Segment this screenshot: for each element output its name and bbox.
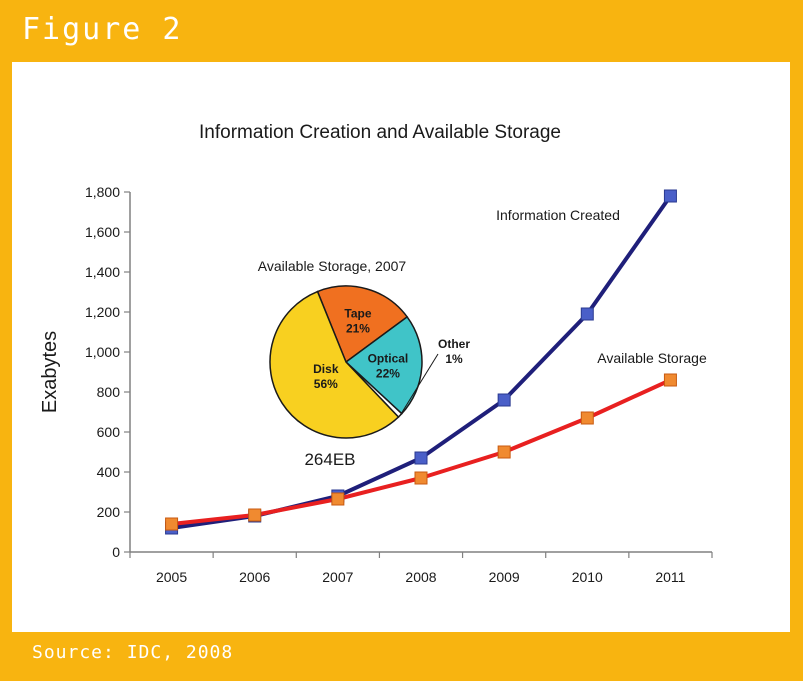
series-label-information-created: Information Created	[496, 207, 620, 223]
y-axis-label: Exabytes	[39, 331, 61, 413]
y-tick-label: 400	[97, 464, 121, 480]
marker-available-storage	[165, 517, 179, 531]
series-label-available-storage: Available Storage	[597, 350, 707, 366]
chart-svg: Information Creation and Available Stora…	[39, 122, 713, 585]
axes: 0 200 400 600 800 1,000 1,200 1,400 1,600 1,800 20…	[85, 184, 713, 585]
pie-label-optical: Optical	[368, 351, 409, 365]
marker-available-storage	[414, 471, 428, 485]
pie-title: Available Storage, 2007	[258, 258, 407, 274]
marker-available-storage	[497, 445, 511, 459]
marker-available-storage	[331, 492, 345, 506]
marker-information-created	[414, 451, 428, 465]
pie-total-label: 264EB	[304, 450, 355, 469]
pie-slice-optical	[344, 315, 423, 415]
marker-available-storage	[248, 508, 262, 522]
x-tick-label: 2006	[239, 569, 270, 585]
pie-value-optical: 22%	[376, 366, 400, 380]
y-tick-label: 1,400	[85, 264, 120, 280]
marker-information-created	[580, 307, 594, 321]
x-tick-label: 2007	[322, 569, 353, 585]
figure-label: Figure 2	[22, 12, 183, 47]
y-tick-label: 1,800	[85, 184, 120, 200]
x-tick-label: 2005	[156, 569, 187, 585]
x-tick-label: 2010	[572, 569, 603, 585]
pie-slice-tape	[316, 285, 409, 364]
marker-available-storage	[663, 373, 677, 387]
x-tick-label: 2009	[489, 569, 520, 585]
pie-value-disk: 56%	[314, 377, 338, 391]
pie-label-tape: Tape	[344, 307, 371, 321]
y-tick-label: 1,000	[85, 344, 120, 360]
chart-title: Information Creation and Available Stora…	[199, 122, 561, 143]
pie-value-tape: 21%	[346, 322, 370, 336]
marker-information-created	[663, 189, 677, 203]
x-tick-label: 2011	[655, 569, 685, 585]
figure-header: Figure 2	[0, 0, 803, 62]
y-tick-label: 1,200	[85, 304, 120, 320]
pie-label-disk: Disk	[313, 362, 339, 376]
source-note: Source: IDC, 2008	[32, 642, 234, 663]
pie-leader-line	[399, 353, 439, 416]
pie-slice-disk	[269, 290, 400, 439]
y-tick-label: 1,600	[85, 224, 120, 240]
y-tick-label: 200	[97, 504, 121, 520]
chart-panel: Information Creation and Available Stora…	[12, 62, 790, 632]
series-markers	[165, 189, 677, 535]
x-tick-label: 2008	[405, 569, 436, 585]
y-tick-label: 0	[112, 544, 120, 560]
figure-footer: Source: IDC, 2008	[0, 632, 803, 681]
pie-label-other: Other	[438, 337, 470, 351]
marker-information-created	[497, 393, 511, 407]
pie-value-other: 1%	[445, 352, 463, 366]
marker-available-storage	[580, 411, 594, 425]
y-tick-label: 800	[97, 384, 121, 400]
y-tick-label: 600	[97, 424, 121, 440]
